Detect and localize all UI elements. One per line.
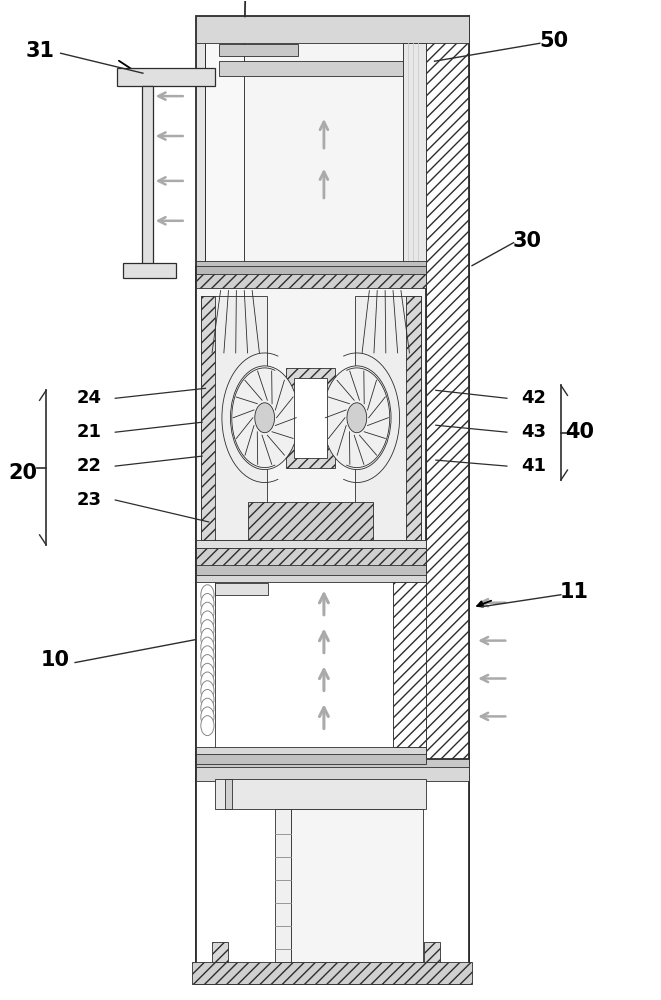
Bar [196,266,426,274]
Circle shape [201,672,214,692]
Bar [393,582,426,747]
Text: 40: 40 [564,422,594,442]
Bar [196,565,426,575]
Circle shape [201,655,214,675]
Bar [196,747,426,759]
Bar [294,378,327,458]
Circle shape [323,366,391,470]
Bar [225,779,232,809]
Text: 11: 11 [560,582,588,602]
Circle shape [231,366,299,470]
Bar [196,759,469,781]
Bar [201,296,266,540]
Bar [274,809,291,962]
Bar [196,16,469,43]
Circle shape [347,403,367,433]
Circle shape [201,707,214,727]
Text: 24: 24 [77,389,101,407]
Bar [123,263,176,278]
Circle shape [201,663,214,683]
Text: 20: 20 [9,463,38,483]
Bar [196,759,469,767]
Text: 43: 43 [521,423,546,441]
Circle shape [201,681,214,701]
Bar [249,502,373,540]
Bar [192,962,472,984]
Text: 22: 22 [77,457,101,475]
Circle shape [201,620,214,640]
Bar [196,261,426,271]
Bar [426,16,469,984]
Circle shape [201,593,214,613]
Circle shape [201,716,214,736]
Text: 30: 30 [512,231,541,251]
Bar [219,61,403,76]
Text: 31: 31 [25,41,54,61]
Text: 23: 23 [77,491,101,509]
Bar [141,86,153,266]
Circle shape [201,637,214,657]
Bar [403,43,426,266]
Bar [196,754,426,764]
Polygon shape [407,296,420,540]
Circle shape [201,628,214,648]
Text: 50: 50 [540,31,569,51]
Bar [291,809,422,962]
Bar [196,548,426,570]
Polygon shape [201,296,215,540]
Text: 42: 42 [521,389,546,407]
Bar [196,759,469,984]
Bar [355,296,420,540]
Circle shape [254,403,274,433]
Bar [215,583,268,595]
Circle shape [201,602,214,622]
Bar [212,942,229,962]
Text: 41: 41 [521,457,546,475]
Bar [215,779,426,809]
Circle shape [201,646,214,666]
Circle shape [201,698,214,718]
Bar [245,43,426,266]
Text: 10: 10 [41,650,70,670]
Circle shape [201,689,214,709]
Circle shape [201,611,214,631]
Bar [196,570,426,582]
Bar [196,266,426,570]
Text: 21: 21 [77,423,101,441]
Bar [116,68,215,86]
Bar [219,44,297,56]
Bar [196,266,426,288]
Circle shape [201,585,214,605]
Bar [424,942,440,962]
Bar [196,16,469,984]
Bar [196,540,426,548]
Bar [196,16,205,984]
Bar [196,570,426,759]
Bar [286,368,335,468]
